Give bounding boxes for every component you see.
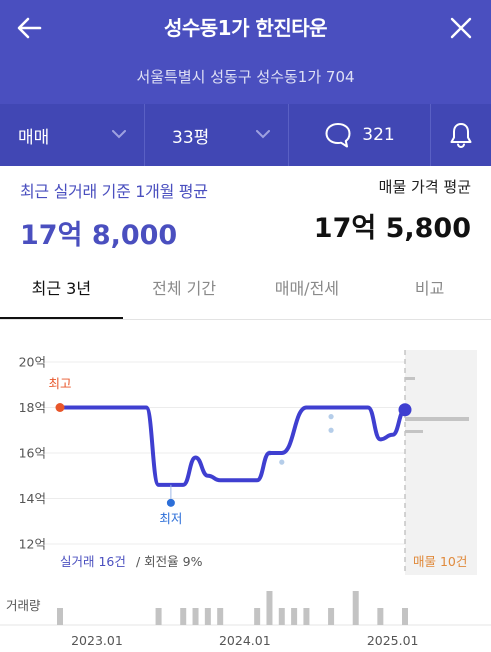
x-tick-label: 2024.01 [219,633,271,648]
price-series-line [58,405,407,487]
tab-recent-3-years[interactable]: 최근 3년 [0,262,123,319]
volume-bar [377,608,384,625]
listing-distribution-bar [405,377,415,380]
volume-bar [192,608,199,625]
listing-average-value: 17억 5,800 [313,213,471,244]
area-label: 33평 [172,127,210,148]
volume-bar [402,608,408,625]
period-tabs: 최근 3년 전체 기간 매매/전세 비교 [0,262,491,320]
chevron-down-icon [112,130,126,139]
tab-all-period[interactable]: 전체 기간 [152,279,217,298]
volume-bar [254,608,261,625]
x-tick-label: 2023.01 [71,633,123,648]
close-icon[interactable] [447,14,475,42]
low-marker [166,498,175,507]
high-label: 최고 [48,376,71,391]
y-tick-label: 20억 [19,355,46,370]
listing-distribution-bar [405,430,423,433]
volume-bar [303,608,310,625]
trade-type-select[interactable]: 매매 [0,104,145,166]
volume-bar [328,608,335,625]
current-marker [398,403,412,417]
address-text: 서울특별시 성동구 성수동1가 704 [136,68,355,86]
filter-bar: 매매 33평 321 [0,104,491,166]
back-arrow-icon[interactable] [14,12,46,44]
volume-bar [57,608,63,625]
trade-type-label: 매매 [18,127,50,148]
volume-bar [204,608,211,625]
y-tick-label: 16억 [19,446,46,461]
y-tick-label: 12억 [19,537,46,552]
high-marker [55,403,65,412]
trade-count-note: 실거래 16건 [60,554,126,569]
volume-bar [217,608,224,625]
chevron-down-icon [256,130,270,139]
volume-bar [291,608,298,625]
recent-average-value: 17억 8,000 [20,220,178,251]
turnover-rate-note: / 회전율 9% [136,554,203,569]
transaction-dot [279,459,285,465]
volume-label: 거래량 [6,598,41,613]
alert-button[interactable] [431,104,491,166]
volume-bar [266,591,273,625]
low-label: 최저 [159,511,182,526]
volume-bar [180,608,187,625]
x-tick-label: 2025.01 [367,633,419,648]
y-tick-label: 18억 [19,400,46,415]
comments-button[interactable]: 321 [289,104,431,166]
volume-bar [352,591,359,625]
volume-bar [155,608,162,625]
tab-compare[interactable]: 비교 [414,279,445,298]
area-select[interactable]: 33평 [145,104,289,166]
listing-distribution-bar [405,417,469,421]
transaction-dot [328,427,334,433]
bell-icon [450,123,472,149]
transaction-dot [328,414,334,420]
listing-average-label: 매물 가격 평균 [378,178,471,196]
listing-area [405,350,477,575]
volume-bar [278,608,285,625]
page-title: 성수동1가 한진타운 [163,16,328,40]
recent-average-label: 최근 실거래 기준 1개월 평균 [20,182,208,201]
tab-sale-jeonse[interactable]: 매매/전세 [274,279,340,298]
speech-bubble-icon [325,123,351,148]
app-header: 성수동1가 한진타운 서울특별시 성동구 성수동1가 704 [0,0,491,104]
y-tick-label: 14억 [19,491,46,506]
price-summary: 최근 실거래 기준 1개월 평균 17억 8,000 매물 가격 평균 17억 … [0,166,491,258]
comment-count: 321 [362,125,395,145]
listing-count-note: 매물 10건 [413,554,467,569]
